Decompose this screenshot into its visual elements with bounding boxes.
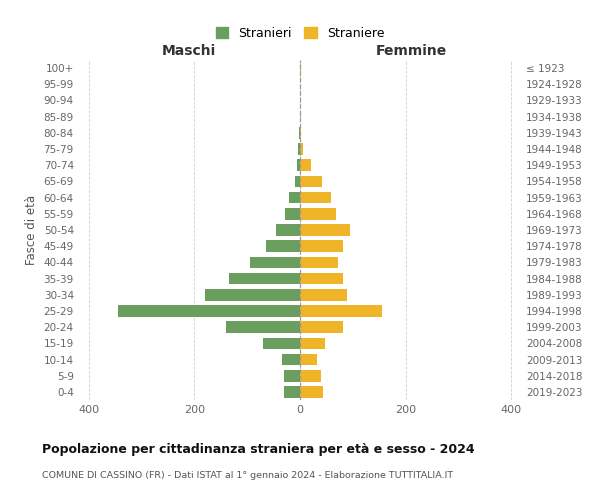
Text: COMUNE DI CASSINO (FR) - Dati ISTAT al 1° gennaio 2024 - Elaborazione TUTTITALIA: COMUNE DI CASSINO (FR) - Dati ISTAT al 1… — [42, 471, 453, 480]
Bar — [300, 256, 338, 268]
Bar — [300, 305, 382, 317]
Bar — [250, 256, 300, 268]
Bar — [300, 143, 302, 155]
Bar — [297, 160, 300, 171]
Bar — [300, 192, 331, 203]
Bar — [300, 240, 343, 252]
Bar — [300, 370, 321, 382]
Text: Popolazione per cittadinanza straniera per età e sesso - 2024: Popolazione per cittadinanza straniera p… — [42, 442, 475, 456]
Bar — [300, 289, 347, 300]
Bar — [205, 289, 300, 300]
Bar — [266, 240, 300, 252]
Bar — [300, 272, 343, 284]
Bar — [226, 322, 300, 333]
Legend: Stranieri, Straniere: Stranieri, Straniere — [211, 22, 389, 45]
Bar — [300, 176, 322, 188]
Bar — [284, 386, 300, 398]
Bar — [300, 338, 325, 349]
Text: Femmine: Femmine — [376, 44, 446, 58]
Bar — [295, 176, 300, 188]
Bar — [229, 272, 300, 284]
Bar — [118, 305, 300, 317]
Bar — [276, 224, 300, 236]
Bar — [300, 354, 317, 366]
Y-axis label: Anni di nascita: Anni di nascita — [597, 186, 600, 274]
Bar — [300, 224, 350, 236]
Bar — [281, 354, 300, 366]
Bar — [300, 127, 301, 138]
Bar — [298, 143, 300, 155]
Bar — [300, 322, 343, 333]
Bar — [300, 208, 336, 220]
Text: Maschi: Maschi — [162, 44, 216, 58]
Bar — [263, 338, 300, 349]
Y-axis label: Fasce di età: Fasce di età — [25, 195, 38, 265]
Bar — [300, 386, 323, 398]
Bar — [289, 192, 300, 203]
Bar — [285, 208, 300, 220]
Bar — [284, 370, 300, 382]
Bar — [300, 160, 311, 171]
